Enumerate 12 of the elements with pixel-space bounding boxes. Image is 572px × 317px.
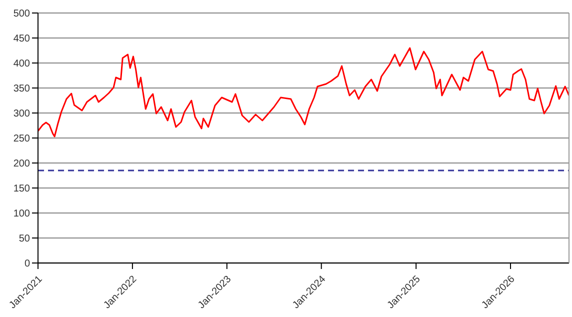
line-series <box>38 47 569 138</box>
y-tick-label: 400 <box>13 58 30 70</box>
y-tick-label: 0 <box>24 258 30 270</box>
y-tick-label: 200 <box>13 158 30 170</box>
y-tick-label: 300 <box>13 108 30 120</box>
y-tick-label: 500 <box>13 8 30 20</box>
y-tick-label: 100 <box>13 208 30 220</box>
y-tick-label: 450 <box>13 34 30 45</box>
y-tick-label: 150 <box>13 184 30 195</box>
y-tick-label: 250 <box>13 134 30 145</box>
y-tick-label: 50 <box>18 234 30 245</box>
y-tick-label: 350 <box>13 84 30 95</box>
